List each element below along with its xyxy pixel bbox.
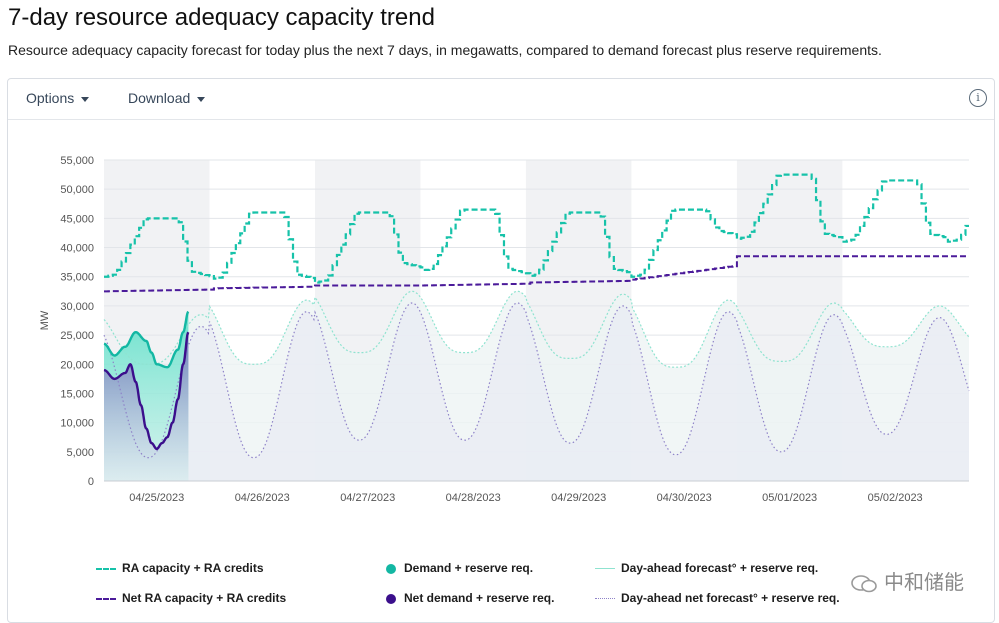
net-ra-capacity-line (104, 255, 969, 293)
y-axis: 0 5,000 10,000 15,000 20,000 25,000 30,000 35,0… (60, 155, 94, 488)
day-ahead-forecast-line (103, 290, 970, 368)
legend-label-ra: RA capacity + RA credits (122, 561, 264, 575)
legend-symbol-netdemand (386, 593, 396, 604)
x-tick-label: 05/01/2023 (762, 492, 817, 504)
chart-legend: RA capacity + RA credits Demand + reserv… (8, 554, 994, 614)
y-tick-label: 15,000 (60, 388, 94, 400)
x-tick-label: 04/25/2023 (129, 492, 184, 504)
legend-item-da[interactable]: Day-ahead forecast° + reserve req. (595, 561, 818, 575)
forecast-net-area (188, 303, 969, 481)
y-tick-label: 30,000 (60, 301, 94, 313)
x-tick-label: 04/30/2023 (657, 492, 712, 504)
y-tick-label: 40,000 (60, 243, 94, 255)
ra-capacity-line (104, 173, 969, 284)
x-tick-label: 04/29/2023 (551, 492, 606, 504)
y-tick-label: 25,000 (60, 330, 94, 342)
chart-svg: 0 5,000 10,000 15,000 20,000 25,000 30,000 35,0… (39, 155, 970, 504)
x-tick-label: 04/28/2023 (446, 492, 501, 504)
page-subtitle: Resource adequacy capacity forecast for … (8, 42, 882, 58)
chart-toolbar: Options Download i (8, 79, 994, 120)
chart-card: Options Download i 0 5,000 10,000 15,000 20,… (7, 78, 995, 623)
legend-symbol-dan (595, 598, 615, 600)
y-tick-label: 20,000 (60, 359, 94, 371)
demand-line (103, 310, 190, 369)
watermark-text: 中和储能 (884, 572, 964, 594)
legend-label-dan: Day-ahead net forecast° + reserve req. (621, 591, 840, 605)
watermark: 中和储能 (850, 566, 964, 595)
legend-symbol-netra (96, 597, 116, 600)
options-menu-button[interactable]: Options (26, 90, 90, 106)
legend-item-demand[interactable]: Demand + reserve req. (382, 561, 533, 575)
x-tick-label: 04/27/2023 (340, 492, 395, 504)
legend-label-demand: Demand + reserve req. (404, 561, 534, 575)
legend-item-dan[interactable]: Day-ahead net forecast° + reserve req. (595, 591, 840, 605)
y-tick-label: 35,000 (60, 272, 94, 284)
y-tick-label: 0 (88, 476, 94, 488)
series-lines (103, 173, 970, 459)
legend-label-da: Day-ahead forecast° + reserve req. (621, 561, 819, 575)
legend-symbol-ra (96, 567, 116, 570)
legend-label-netra: Net RA capacity + RA credits (122, 591, 287, 605)
options-label: Options (26, 90, 75, 106)
x-tick-label: 05/02/2023 (868, 492, 923, 504)
download-menu-button[interactable]: Download (128, 90, 206, 106)
page-title: 7-day resource adequacy capacity trend (8, 4, 435, 31)
wechat-icon (851, 574, 877, 593)
legend-label-netdemand: Net demand + reserve req. (404, 591, 555, 605)
y-tick-label: 55,000 (60, 155, 94, 167)
net-demand-area (104, 332, 189, 481)
net-demand-line (103, 331, 190, 451)
legend-symbol-demand (386, 563, 396, 574)
chevron-down-icon (81, 96, 90, 102)
area-fills (104, 291, 969, 481)
y-tick-label: 45,000 (60, 213, 94, 225)
y-tick-label: 5,000 (66, 447, 94, 459)
legend-symbol-da (595, 568, 615, 570)
info-icon[interactable]: i (969, 89, 987, 107)
legend-item-netra[interactable]: Net RA capacity + RA credits (96, 591, 286, 605)
legend-item-netdemand[interactable]: Net demand + reserve req. (382, 591, 554, 605)
day-ahead-net-forecast-line (103, 302, 970, 459)
y-tick-label: 50,000 (60, 184, 94, 196)
x-tick-label: 04/26/2023 (235, 492, 290, 504)
download-label: Download (128, 90, 191, 106)
x-axis: 04/25/2023 04/26/2023 04/27/2023 04/28/2023… (104, 480, 969, 504)
chevron-down-icon (197, 96, 206, 102)
legend-item-ra[interactable]: RA capacity + RA credits (96, 561, 264, 575)
y-tick-label: 10,000 (60, 418, 94, 430)
y-axis-label: MW (39, 310, 51, 330)
